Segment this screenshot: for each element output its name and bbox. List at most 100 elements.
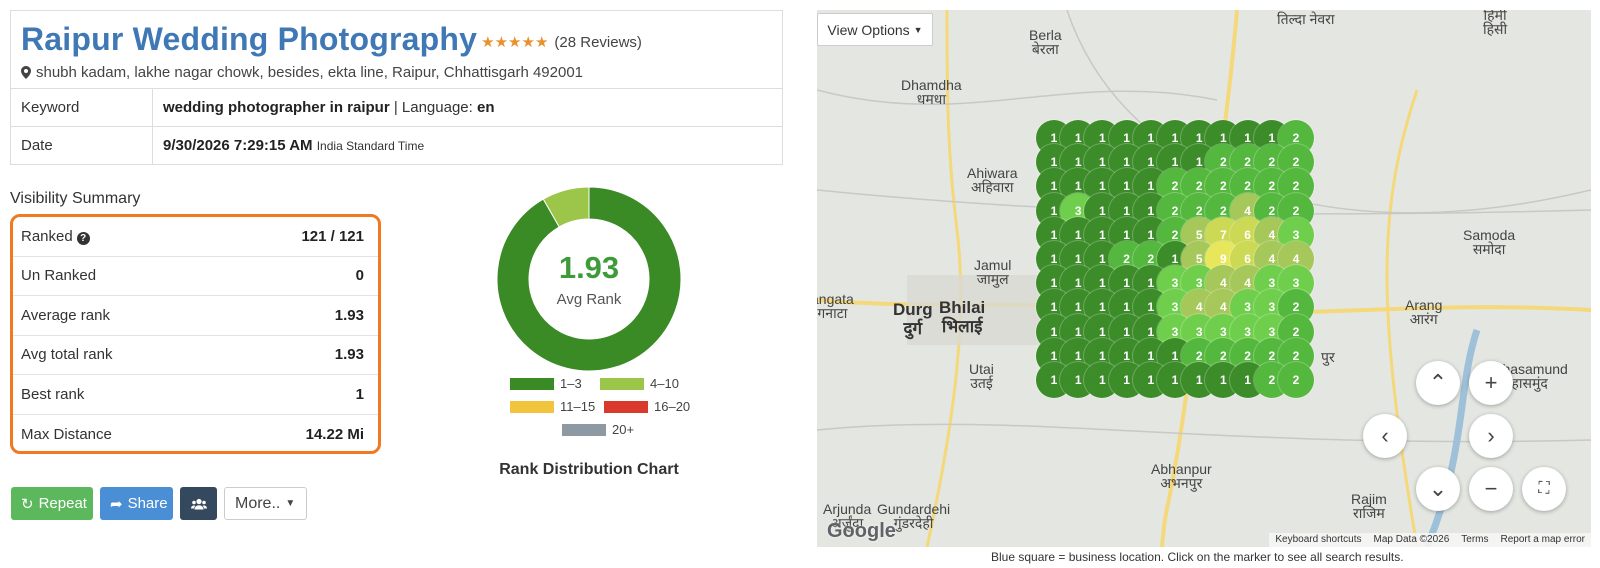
map-footer: Keyboard shortcuts Map Data ©2026 Terms … [1269, 533, 1591, 547]
report-map-error-link[interactable]: Report a map error [1500, 534, 1585, 545]
minus-icon: − [1484, 476, 1498, 501]
best-rank-label: Best rank [21, 385, 85, 403]
map-label-ahiwara: Ahiwara अहिवारा [967, 165, 1018, 195]
rank-grid-map[interactable]: View Options ▼ Berla बेरला Dhamdha धमधा Ah… [817, 10, 1591, 547]
map-label-pur: पुर [1321, 349, 1335, 365]
summary-row-max-distance: Max Distance 14.22 Mi [13, 415, 378, 452]
map-label-samoda: Samoda समोदा [1463, 227, 1516, 257]
caret-down-icon: ▼ [913, 24, 923, 35]
legend-item-20-plus: 20+ [562, 422, 634, 437]
users-button[interactable] [180, 487, 217, 520]
action-buttons: ↻ Repeat ➦ Share More.. ▼ [11, 487, 307, 520]
fullscreen-button[interactable]: ⛶ [1522, 467, 1566, 511]
keyword-cell: wedding photographer in raipur | Languag… [152, 88, 783, 127]
share-button[interactable]: ➦ Share [100, 487, 173, 520]
legend-swatch [510, 400, 554, 413]
avg-total-rank-label: Avg total rank [21, 346, 113, 364]
more-dropdown-button[interactable]: More.. ▼ [224, 487, 307, 520]
business-panel: Raipur Wedding Photography ★★★★★ (28 Rev… [10, 10, 783, 165]
chevron-down-icon: ⌄ [1428, 476, 1448, 501]
language-value: en [477, 99, 495, 116]
best-rank-value: 1 [355, 385, 364, 403]
average-rank-label: Average rank [21, 306, 110, 324]
legend-item-16-20: 16–20 [604, 399, 690, 414]
map-label-tilda-newra: तिल्दा नेवरा [1277, 11, 1335, 27]
chevron-up-icon: ⌃ [1428, 370, 1448, 395]
map-label-arjunda: Arjunda अर्जुंदा [823, 501, 872, 531]
legend-swatch [510, 377, 554, 390]
summary-row-unranked: Un Ranked 0 [13, 257, 378, 296]
business-name[interactable]: Raipur Wedding Photography [21, 21, 478, 57]
map-label-abhanpur: Abhanpur अभनपुर [1151, 461, 1212, 491]
view-options-button[interactable]: View Options ▼ [817, 13, 933, 46]
legend-label: 16–20 [654, 399, 691, 414]
date-row: Date 9/30/2026 7:29:15 AM India Standard… [10, 126, 783, 165]
business-header: Raipur Wedding Photography ★★★★★ (28 Rev… [10, 10, 783, 88]
map-label-jamul: Jamul जामुल [974, 257, 1012, 287]
avg-rank-label: Avg Rank [556, 291, 622, 308]
date-value: 9/30/2026 7:29:15 AM [163, 137, 313, 154]
business-address: shubh kadam, lakhe nagar chowk, besides,… [21, 64, 772, 81]
legend-item-4-10: 4–10 [600, 376, 679, 391]
chevron-left-icon: ‹ [1381, 423, 1389, 448]
pan-right-button[interactable]: › [1469, 414, 1513, 458]
pan-up-button[interactable]: ⌃ [1416, 361, 1460, 405]
legend-swatch [604, 400, 648, 413]
rank-distribution-donut [496, 186, 682, 372]
legend-swatch [562, 423, 606, 436]
unranked-value: 0 [355, 267, 364, 285]
pan-down-button[interactable]: ⌄ [1416, 467, 1460, 511]
keyword-row: Keyword wedding photographer in raipur |… [10, 88, 783, 127]
map-label-hisi: हिमी हिसी [1483, 10, 1508, 37]
share-arrow-icon: ➦ [110, 495, 123, 513]
plus-icon: + [1484, 370, 1498, 395]
more-button-label: More.. [235, 494, 281, 512]
address-text: shubh kadam, lakhe nagar chowk, besides,… [36, 64, 584, 81]
google-logo: Google [827, 520, 896, 542]
donut-slice-1[interactable] [496, 186, 682, 372]
avg-total-rank-value: 1.93 [334, 346, 364, 364]
map-label-durg: Durg दुर्ग [893, 300, 933, 338]
repeat-button[interactable]: ↻ Repeat [11, 487, 93, 520]
repeat-button-label: Repeat [38, 495, 87, 512]
max-distance-label: Max Distance [21, 425, 112, 443]
chart-caption: Rank Distribution Chart [499, 461, 679, 478]
chevron-right-icon: › [1487, 423, 1495, 448]
legend-item-11-15: 11–15 [510, 399, 595, 414]
visibility-summary-title: Visibility Summary [10, 190, 141, 207]
map-label-angata: angataगनाटा [817, 291, 854, 321]
view-options-label: View Options [827, 21, 910, 38]
map-label-arang: Arang आरंग [1405, 297, 1443, 327]
donut-slice-2[interactable] [542, 186, 590, 228]
users-icon [190, 498, 207, 509]
avg-rank-value: 1.93 [558, 250, 620, 285]
language-label: | Language: [393, 99, 473, 116]
zoom-in-button[interactable]: + [1469, 361, 1513, 405]
grid-rank-marker[interactable]: 2 [1278, 362, 1314, 398]
average-rank-value: 1.93 [334, 306, 364, 324]
help-icon[interactable]: ? [76, 231, 90, 245]
map-label-dhamdha: Dhamdha धमधा [901, 77, 962, 107]
zoom-out-button[interactable]: − [1469, 467, 1513, 511]
timezone-text: India Standard Time [316, 139, 425, 153]
map-label-rajim: Rajim राजिम [1351, 491, 1387, 521]
map-label-gundardehi: Gundardehi गुंडरदेही [877, 501, 951, 531]
map-marker-icon [21, 66, 31, 79]
terms-link[interactable]: Terms [1461, 534, 1489, 545]
map-label-berla: Berla बेरला [1029, 27, 1062, 57]
map-label-bhilai: Bhilai भिलाई [939, 298, 986, 336]
max-distance-value: 14.22 Mi [305, 425, 364, 443]
map-note: Blue square = business location. Click o… [991, 550, 1404, 564]
date-label: Date [10, 126, 153, 165]
legend-label: 1–3 [560, 376, 582, 391]
reviews-count[interactable]: (28 Reviews) [554, 34, 642, 51]
legend-item-1-3: 1–3 [510, 376, 582, 391]
caret-down-icon: ▼ [285, 498, 296, 509]
refresh-icon: ↻ [21, 495, 34, 513]
keyboard-shortcuts-link[interactable]: Keyboard shortcuts [1275, 534, 1362, 545]
rating-stars: ★★★★★ [481, 34, 549, 51]
summary-row-ranked: Ranked? 121 / 121 [13, 217, 378, 257]
legend-swatch [600, 377, 644, 390]
pan-left-button[interactable]: ‹ [1363, 414, 1407, 458]
